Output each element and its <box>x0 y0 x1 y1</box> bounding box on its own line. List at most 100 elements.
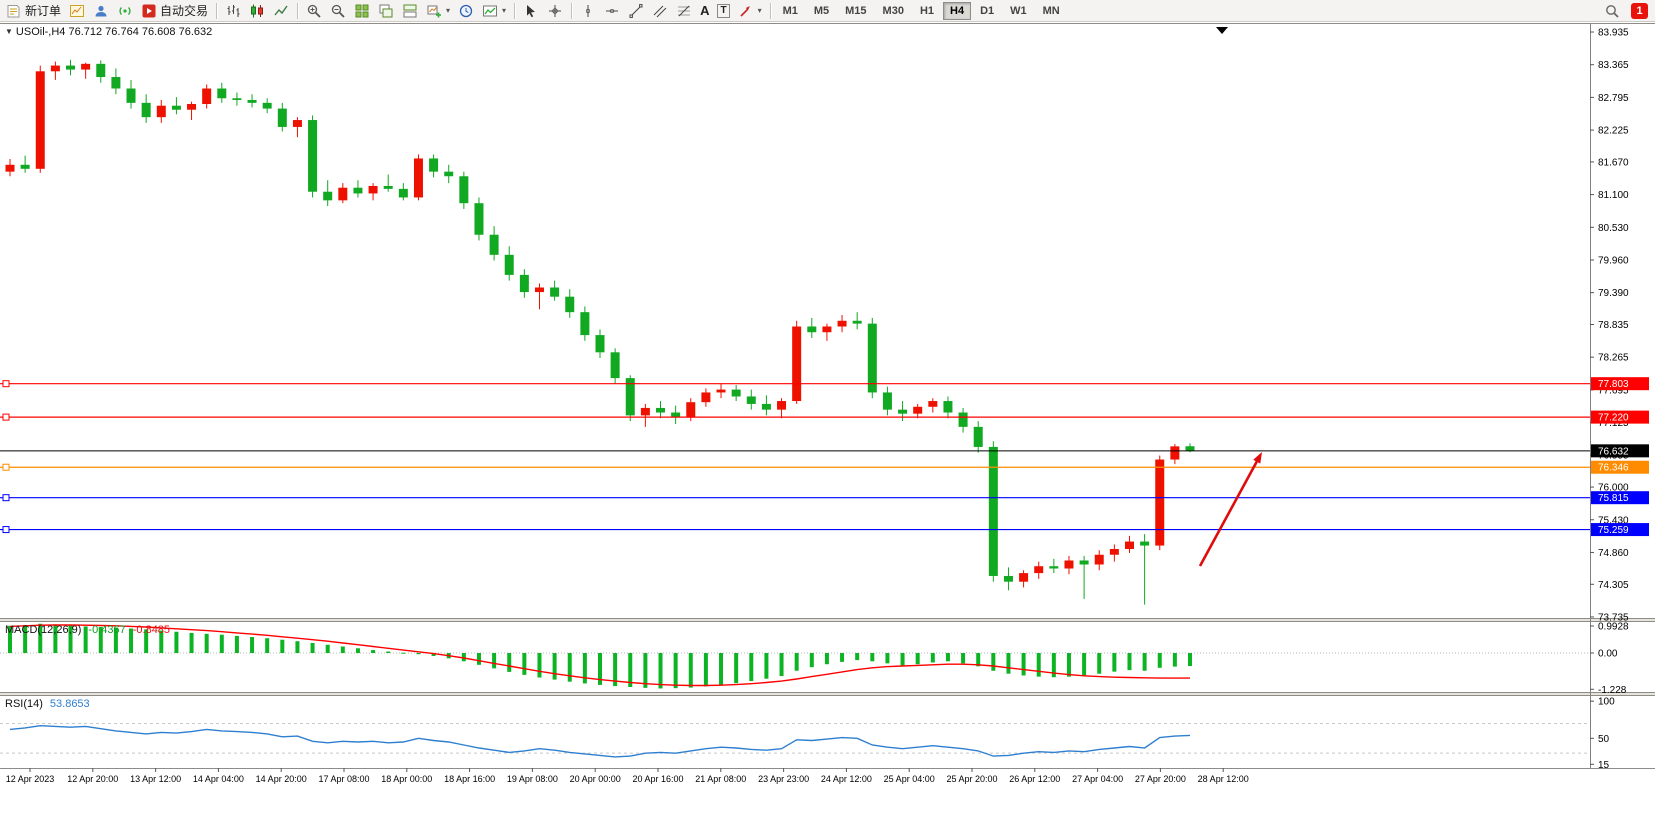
arrange-windows-button[interactable] <box>398 1 422 21</box>
svg-text:28 Apr 12:00: 28 Apr 12:00 <box>1198 774 1249 784</box>
svg-text:18 Apr 16:00: 18 Apr 16:00 <box>444 774 495 784</box>
arrows-tool-button[interactable] <box>734 1 766 21</box>
svg-text:100: 100 <box>1598 697 1615 708</box>
search-button[interactable] <box>1600 1 1624 21</box>
zoom-out-button[interactable] <box>326 1 350 21</box>
svg-text:20 Apr 00:00: 20 Apr 00:00 <box>570 774 621 784</box>
crosshair-icon <box>547 3 563 19</box>
one-click-trading-icon[interactable]: ▼ <box>5 27 13 36</box>
clock-button[interactable] <box>454 1 478 21</box>
trend-arrow[interactable] <box>1198 452 1262 567</box>
svg-text:13 Apr 12:00: 13 Apr 12:00 <box>130 774 181 784</box>
bar-chart-button[interactable] <box>221 1 245 21</box>
timeframe-group: M1 M5 M15 M30 H1 H4 D1 W1 MN <box>775 1 1068 20</box>
svg-text:12 Apr 2023: 12 Apr 2023 <box>6 774 55 784</box>
svg-text:19 Apr 08:00: 19 Apr 08:00 <box>507 774 558 784</box>
svg-text:50: 50 <box>1598 734 1610 745</box>
svg-text:82.795: 82.795 <box>1598 93 1629 104</box>
rsi-panel: 100 50 15 <box>0 697 1615 771</box>
timeframe-button-h4[interactable]: H4 <box>943 1 972 20</box>
current-price-line: 76.632 <box>0 444 1649 458</box>
indicators-button[interactable] <box>478 1 510 21</box>
fibonacci-button[interactable] <box>672 1 696 21</box>
new-order-label: 新订单 <box>25 4 62 18</box>
timeframe-button-m5[interactable]: M5 <box>807 2 836 20</box>
svg-text:14 Apr 04:00: 14 Apr 04:00 <box>193 774 244 784</box>
svg-text:74.305: 74.305 <box>1598 580 1629 591</box>
timeframe-button-w1[interactable]: W1 <box>1003 2 1034 20</box>
chart-title: ▼ USOil-,H4 76.712 76.764 76.608 76.632 <box>5 26 212 38</box>
chart-background <box>0 23 1655 825</box>
toolbar: 新订单 自动交易 A T <box>0 0 1655 22</box>
line-chart-button[interactable] <box>269 1 293 21</box>
chart-window-button[interactable] <box>65 1 89 21</box>
svg-text:76.346: 76.346 <box>1598 463 1629 474</box>
svg-text:12 Apr 20:00: 12 Apr 20:00 <box>67 774 118 784</box>
macd-signal-value: -0.8485 <box>132 624 171 636</box>
vertical-line-button[interactable] <box>576 1 600 21</box>
search-icon <box>1604 3 1620 19</box>
timeframe-button-d1[interactable]: D1 <box>973 2 1001 20</box>
text-label-tool-button[interactable]: T <box>713 1 733 21</box>
svg-text:79.390: 79.390 <box>1598 288 1629 299</box>
svg-text:77.695: 77.695 <box>1598 385 1629 396</box>
timeframe-button-m30[interactable]: M30 <box>876 2 911 20</box>
signal-button[interactable] <box>113 1 137 21</box>
profile-button[interactable] <box>89 1 113 21</box>
zoom-in-button[interactable] <box>302 1 326 21</box>
cursor-button[interactable] <box>519 1 543 21</box>
text-tool-button[interactable]: A <box>696 1 713 21</box>
signal-icon <box>117 3 133 19</box>
new-chart-button[interactable] <box>422 1 454 21</box>
svg-text:17 Apr 08:00: 17 Apr 08:00 <box>318 774 369 784</box>
timeframe-button-m1[interactable]: M1 <box>776 2 805 20</box>
bar-chart-icon <box>225 3 241 19</box>
toolbar-group-zoom <box>302 1 510 21</box>
svg-text:18 Apr 00:00: 18 Apr 00:00 <box>381 774 432 784</box>
svg-text:0.00: 0.00 <box>1598 649 1618 660</box>
candlestick-chart-button[interactable] <box>245 1 269 21</box>
notification-badge[interactable]: 1 <box>1631 2 1648 19</box>
svg-text:27 Apr 04:00: 27 Apr 04:00 <box>1072 774 1123 784</box>
timeframe-button-m15[interactable]: M15 <box>838 2 873 20</box>
zoom-in-icon <box>306 3 322 19</box>
cursor-icon <box>523 3 539 19</box>
rsi-indicator-label: RSI(14) 53.8653 <box>5 698 90 710</box>
svg-text:20 Apr 16:00: 20 Apr 16:00 <box>632 774 683 784</box>
tile-windows-button[interactable] <box>350 1 374 21</box>
trendline-button[interactable] <box>624 1 648 21</box>
svg-text:75.815: 75.815 <box>1598 493 1629 504</box>
svg-text:-1.228: -1.228 <box>1598 685 1627 696</box>
horizontal-line-button[interactable] <box>600 1 624 21</box>
hline-layer[interactable]: 77.803 77.220 76.346 75.815 75.259 <box>0 377 1649 537</box>
chart-shift-marker <box>1216 27 1228 34</box>
svg-text:14 Apr 20:00: 14 Apr 20:00 <box>256 774 307 784</box>
toolbar-group-chart-type <box>221 1 293 21</box>
toolbar-group-order: 新订单 自动交易 <box>2 1 212 21</box>
text-tool-icon: A <box>700 3 710 18</box>
svg-text:83.935: 83.935 <box>1598 28 1629 39</box>
cascade-windows-icon <box>378 3 394 19</box>
new-chart-icon <box>426 3 442 19</box>
timeframe-button-h1[interactable]: H1 <box>913 2 941 20</box>
auto-trading-label: 自动交易 <box>160 4 209 18</box>
rsi-value: 53.8653 <box>49 698 90 710</box>
svg-text:23 Apr 23:00: 23 Apr 23:00 <box>758 774 809 784</box>
new-order-button[interactable]: 新订单 <box>2 1 65 21</box>
cascade-windows-button[interactable] <box>374 1 398 21</box>
svg-text:25 Apr 20:00: 25 Apr 20:00 <box>946 774 997 784</box>
svg-text:82.225: 82.225 <box>1598 126 1629 137</box>
channel-button[interactable] <box>648 1 672 21</box>
arrange-windows-icon <box>402 3 418 19</box>
indicators-icon <box>482 3 498 19</box>
svg-text:26 Apr 12:00: 26 Apr 12:00 <box>1009 774 1060 784</box>
auto-trading-button[interactable]: 自动交易 <box>137 1 212 21</box>
toolbar-separator <box>769 2 771 19</box>
channel-icon <box>652 3 668 19</box>
svg-text:74.860: 74.860 <box>1598 548 1629 559</box>
svg-text:24 Apr 12:00: 24 Apr 12:00 <box>821 774 872 784</box>
crosshair-button[interactable] <box>543 1 567 21</box>
toolbar-separator <box>216 2 218 19</box>
timeframe-button-mn[interactable]: MN <box>1036 2 1067 20</box>
